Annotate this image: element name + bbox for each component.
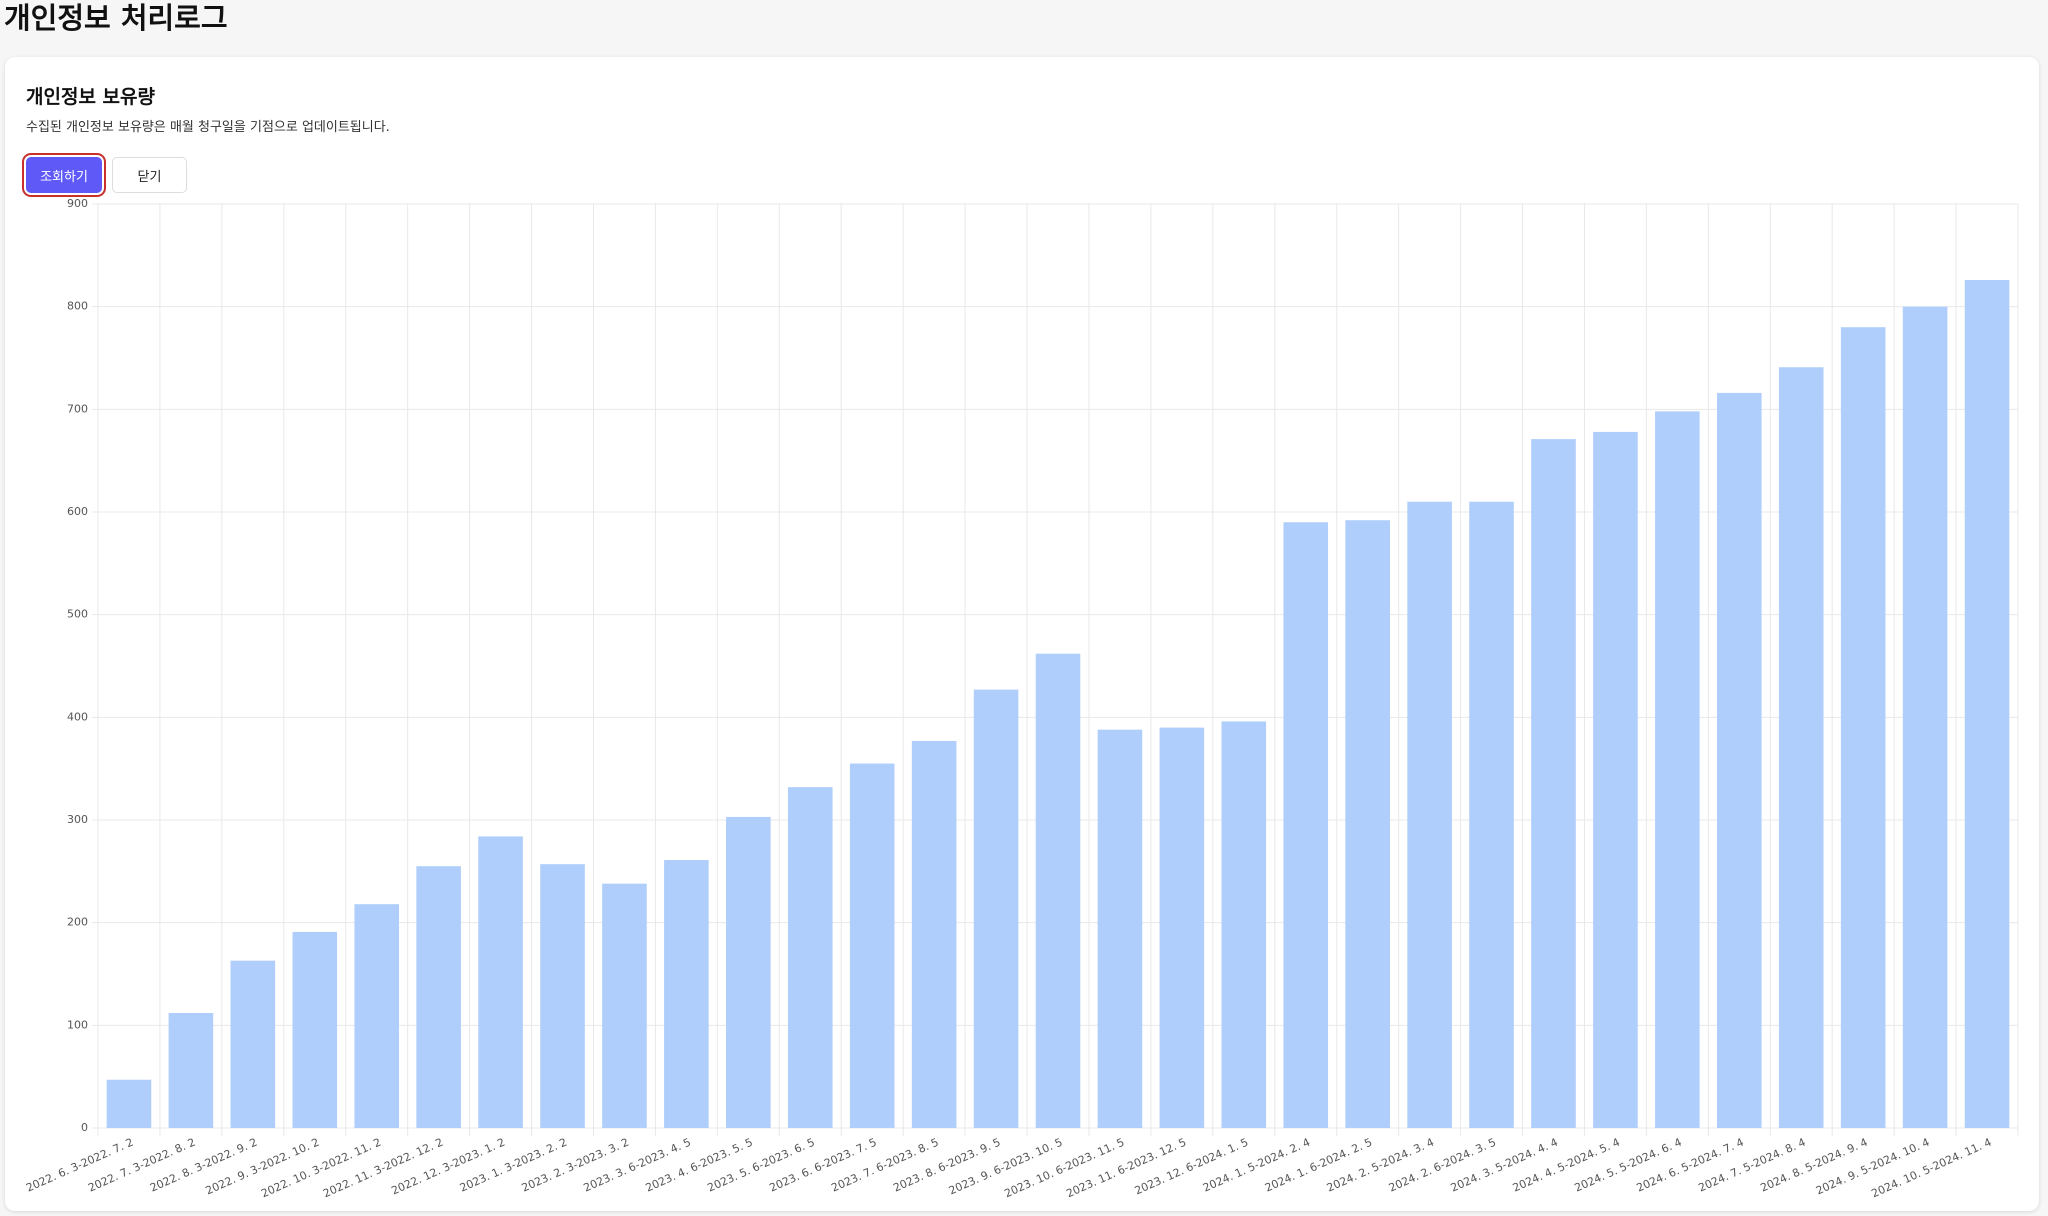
x-tick-label: 2022. 7. 3-2022. 8. 2: [86, 1136, 197, 1195]
bar: [602, 883, 647, 1128]
bar: [416, 866, 461, 1128]
bar: [354, 904, 400, 1128]
bar: [1097, 729, 1143, 1128]
bar: [1778, 367, 1824, 1128]
bar: [106, 1079, 152, 1128]
x-tick-label: 2022. 12. 3-2023. 1. 2: [389, 1136, 507, 1198]
x-tick-label: 2023. 7. 6-2023. 8. 5: [829, 1136, 940, 1195]
y-tick-label: 800: [67, 300, 88, 313]
bar: [1283, 522, 1329, 1128]
x-tick-label: 2024. 1. 6-2024. 2. 5: [1263, 1136, 1374, 1195]
y-tick-label: 300: [67, 813, 88, 826]
y-tick-label: 0: [81, 1121, 88, 1134]
bar: [1221, 721, 1267, 1128]
x-tick-label: 2022. 6. 3-2022. 7. 2: [24, 1136, 135, 1195]
y-tick-label: 900: [67, 197, 88, 210]
y-tick-label: 700: [67, 402, 88, 415]
card: [5, 57, 2039, 1211]
bar: [1716, 392, 1762, 1128]
close-button[interactable]: 닫기: [112, 157, 187, 193]
x-tick-label: 2024. 10. 5-2024. 11. 4: [1869, 1136, 1993, 1201]
x-tick-label: 2024. 7. 5-2024. 8. 4: [1696, 1136, 1807, 1195]
x-tick-label: 2024. 4. 5-2024. 5. 4: [1511, 1136, 1622, 1195]
x-tick-label: 2023. 6. 6-2023. 7. 5: [767, 1136, 878, 1195]
x-tick-label: 2024. 2. 5-2024. 3. 4: [1325, 1136, 1436, 1195]
y-tick-label: 600: [67, 505, 88, 518]
x-tick-label: 2023. 3. 6-2023. 4. 5: [582, 1136, 693, 1195]
x-tick-label: 2023. 5. 6-2023. 6. 5: [705, 1136, 816, 1195]
x-tick-label: 2023. 12. 6-2024. 1. 5: [1133, 1136, 1251, 1198]
x-tick-label: 2023. 1. 3-2023. 2. 2: [458, 1136, 569, 1195]
bar: [1345, 520, 1390, 1128]
bar: [168, 1013, 214, 1128]
y-tick-label: 100: [67, 1018, 88, 1031]
y-tick-label: 500: [67, 608, 88, 621]
x-tick-label: 2023. 4. 6-2023. 5. 5: [644, 1136, 755, 1195]
bar: [911, 740, 957, 1128]
bar: [664, 860, 709, 1128]
bar: [1469, 501, 1514, 1128]
x-tick-label: 2023. 2. 3-2023. 3. 2: [520, 1136, 631, 1195]
bar: [1840, 327, 1886, 1128]
bar: [787, 787, 833, 1128]
y-tick-label: 400: [67, 710, 88, 723]
bar: [849, 763, 895, 1128]
x-tick-label: 2022. 11. 3-2022. 12. 2: [321, 1136, 445, 1201]
bar: [540, 864, 585, 1128]
bar: [1531, 439, 1576, 1128]
bar: [726, 816, 771, 1128]
bar: [230, 960, 276, 1128]
bar: [478, 836, 523, 1128]
bar: [1655, 411, 1700, 1128]
bar: [1964, 279, 2010, 1128]
bar: [973, 689, 1019, 1128]
search-button[interactable]: 조회하기: [22, 153, 106, 197]
bar: [1593, 431, 1638, 1128]
x-tick-label: 2023. 11. 6-2023. 12. 5: [1064, 1136, 1188, 1201]
bar: [1159, 727, 1205, 1128]
page-title: 개인정보 처리로그: [4, 1, 228, 35]
card-description: 수집된 개인정보 보유량은 매월 청구일을 기점으로 업데이트됩니다.: [26, 120, 390, 135]
bar: [1035, 653, 1081, 1128]
x-tick-label: 2024. 6. 5-2024. 7. 4: [1635, 1136, 1746, 1195]
bar: [292, 931, 338, 1128]
x-tick-label: 2024. 1. 5-2024. 2. 4: [1201, 1136, 1312, 1195]
card-title: 개인정보 보유량: [26, 86, 155, 108]
bar: [1407, 501, 1452, 1128]
bar: [1902, 306, 1948, 1129]
x-tick-label: 2024. 3. 5-2024. 4. 4: [1449, 1136, 1560, 1195]
x-tick-label: 2024. 5. 5-2024. 6. 4: [1573, 1136, 1684, 1195]
x-tick-label: 2024. 2. 6-2024. 3. 5: [1387, 1136, 1498, 1195]
y-tick-label: 200: [67, 916, 88, 929]
